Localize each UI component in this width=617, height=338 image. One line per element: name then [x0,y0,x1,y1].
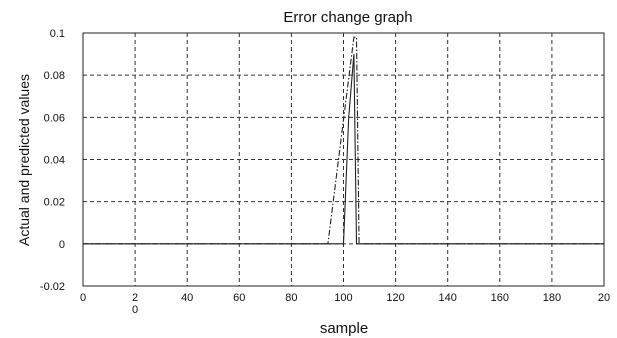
series-line-2 [83,54,604,245]
plot-frame [82,32,605,287]
x-tick-label: 0 [80,292,86,304]
y-tick-label: 0.08 [44,70,65,82]
chart-title: Error change graph [283,9,412,26]
x-tick-label: 120 [386,292,404,304]
y-tick-label: -0.02 [40,281,65,293]
y-axis-label: Actual and predicted values [16,74,32,246]
x-tick-label: 20 [598,292,610,304]
series-group [83,36,604,245]
x-axis-label: sample [320,320,368,337]
y-tick-label: 0.04 [44,155,65,167]
x-tick-label: 140 [439,292,457,304]
tick-labels: 0 2 0 40 60 80 100 120 140 160 180 20 -0.02 0 0.02 0.04… [40,28,610,316]
x-tick-label: 80 [285,292,297,304]
x-tick-label: 60 [233,292,245,304]
x-tick-label: 100 [334,292,352,304]
y-tick-label: 0.02 [44,197,65,209]
x-tick-label: 160 [491,292,509,304]
x-tick-label: 40 [181,292,193,304]
grid [83,33,604,286]
y-tick-label: 0.06 [44,112,65,124]
y-tick-label: 0 [59,239,65,251]
y-tick-label: 0.1 [50,28,65,40]
x-tick-label: 180 [543,292,561,304]
